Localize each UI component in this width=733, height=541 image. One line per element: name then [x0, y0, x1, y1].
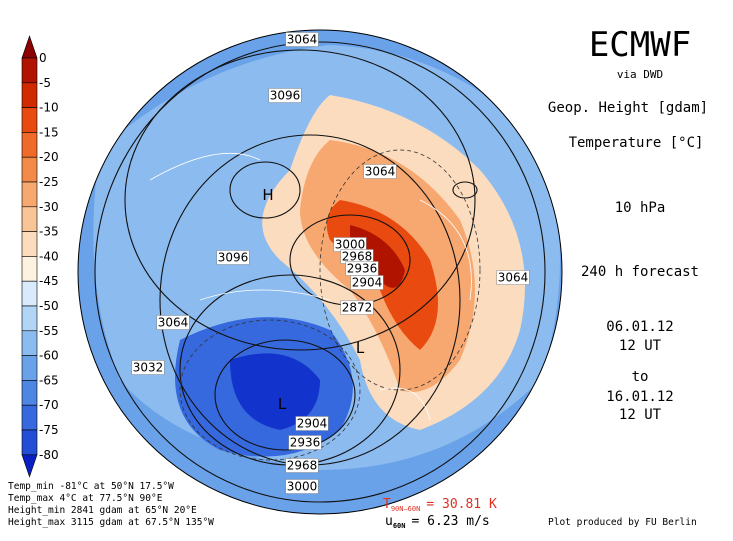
colorbar-box	[21, 355, 38, 381]
colorbar-box	[21, 380, 38, 406]
colorbar-box	[21, 206, 38, 232]
colorbar-label: -30	[39, 200, 59, 214]
colorbar-label: -35	[39, 225, 59, 239]
contour-label: 2968	[342, 250, 373, 264]
start-time: 12 UT	[619, 338, 662, 354]
stat: Height_min 2841 gdam at 65°N 20°E	[8, 505, 197, 516]
colorbar-label: -80	[39, 448, 59, 462]
contour	[452, 181, 478, 199]
contour-label-box	[295, 416, 329, 431]
title: ECMWF	[589, 25, 691, 65]
colorbar-box	[21, 330, 38, 356]
contour-label: 3000	[287, 480, 318, 494]
map-border	[77, 29, 563, 515]
colorbar-label: -10	[39, 101, 59, 115]
contour-label-box	[268, 88, 302, 103]
end-date: 16.01.12	[606, 389, 673, 405]
forecast: 240 h forecast	[581, 264, 699, 280]
contour	[214, 339, 356, 451]
contour-label-box	[285, 32, 319, 47]
contour-label: 2904	[297, 417, 328, 431]
colorbar-box	[21, 156, 38, 183]
contour-label: 3096	[218, 251, 249, 265]
map	[78, 30, 562, 514]
colorbar-box	[21, 107, 38, 133]
contour-label-box	[340, 300, 374, 315]
contour-label: 3064	[158, 316, 189, 330]
colorbar-label: -70	[39, 398, 59, 412]
stat: Height_max 3115 gdam at 67.5°N 135°W	[8, 517, 214, 528]
level: 10 hPa	[615, 200, 666, 216]
colorbar-label: -15	[39, 125, 59, 139]
colorbar-box	[21, 429, 38, 456]
contour-label: 3064	[365, 165, 396, 179]
contour-label: 3064	[287, 33, 318, 47]
colorbar-tip	[21, 454, 38, 478]
field: Geop. Height [gdam]	[548, 100, 708, 116]
colorbar-label: -40	[39, 249, 59, 263]
colorbar-box	[21, 82, 38, 108]
start-date: 06.01.12	[606, 319, 673, 335]
cold-core	[230, 353, 320, 430]
colorbar-label: -50	[39, 299, 59, 313]
contour-label-box	[496, 270, 530, 285]
isotherm	[319, 149, 481, 391]
coastline	[149, 152, 472, 421]
colorbar-label: -5	[39, 76, 51, 90]
colorbar-label: -55	[39, 324, 59, 338]
colorbar-label: -75	[39, 423, 59, 437]
colorbar-box	[21, 280, 38, 307]
stat: Temp_max 4°C at 77.5°N 90°E	[8, 493, 163, 504]
colorbar-label: -45	[39, 274, 59, 288]
contour-label: 3000	[335, 238, 366, 252]
colorbar-tip	[21, 35, 38, 59]
contour-label-box	[363, 164, 397, 179]
u-wind: u60N = 6.23 m/s	[385, 514, 490, 530]
colorbar-box	[21, 231, 38, 257]
colorbar-label: 0	[39, 51, 47, 65]
isotherm	[179, 319, 361, 461]
colorbar-label: -25	[39, 175, 59, 189]
colorbar-box	[21, 404, 38, 431]
stat: Temp_min -81°C at 50°N 17.5°W	[8, 481, 174, 492]
colorbar-label: -60	[39, 349, 59, 363]
end-time: 12 UT	[619, 407, 662, 423]
contour-label: 2968	[287, 459, 318, 473]
contour-label-box	[156, 315, 190, 330]
credit: Plot produced by FU Berlin	[548, 517, 697, 528]
contour-label: 2872	[342, 301, 373, 315]
contour-label-box	[285, 458, 319, 473]
colorbar-box	[21, 305, 38, 332]
contour-label-box	[285, 479, 319, 494]
low-marker: L	[278, 395, 287, 413]
to: to	[632, 369, 649, 385]
contour-label: 3032	[133, 361, 164, 375]
colorbar-label: -20	[39, 150, 59, 164]
colorbar-box	[21, 256, 38, 282]
contour-label: 2936	[290, 436, 321, 450]
high-marker: H	[262, 186, 273, 204]
contour-label: 2904	[352, 276, 383, 290]
colorbar-box	[21, 132, 38, 158]
colorbar: 0 -5 -10 -15 -20 -25 -30 -35 -40 -45 -50 -55 -60 -65 -…	[21, 35, 59, 478]
contour-label-box	[350, 275, 384, 290]
low-marker: L	[356, 339, 365, 357]
field: Temperature [°C]	[569, 135, 704, 151]
contour-label: 3096	[270, 89, 301, 103]
contour-label: 2936	[347, 262, 378, 276]
t-diff: T90N–60N = 30.81 K	[383, 497, 497, 513]
contour	[94, 41, 546, 503]
colorbar-box	[21, 57, 38, 84]
contour-label-box	[288, 435, 322, 450]
contour-label-box	[216, 250, 250, 265]
contour-label-box	[131, 360, 165, 375]
contour	[229, 161, 301, 219]
contour-label: 3064	[498, 271, 529, 285]
source: via DWD	[617, 68, 663, 81]
colorbar-label: -65	[39, 373, 59, 387]
contour-labels: 3064 3096 3064 3096 3000 2968 2936 2904 …	[131, 32, 530, 494]
colorbar-box	[21, 181, 38, 208]
contour	[124, 49, 476, 351]
